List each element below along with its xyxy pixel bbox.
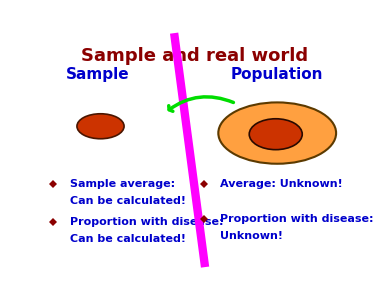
- Text: Unknown!: Unknown!: [220, 232, 283, 241]
- Text: Proportion with disease:: Proportion with disease:: [70, 217, 223, 227]
- Text: Sample average:: Sample average:: [70, 179, 175, 189]
- Ellipse shape: [249, 119, 302, 150]
- Text: Sample and real world: Sample and real world: [81, 47, 308, 65]
- Text: Proportion with disease:: Proportion with disease:: [220, 214, 373, 224]
- Text: Average: Unknown!: Average: Unknown!: [220, 179, 342, 189]
- Ellipse shape: [218, 102, 336, 164]
- Text: Sample: Sample: [66, 66, 129, 81]
- Text: Can be calculated!: Can be calculated!: [70, 234, 185, 244]
- Text: Population: Population: [231, 66, 323, 81]
- Text: Can be calculated!: Can be calculated!: [70, 196, 185, 206]
- Ellipse shape: [77, 114, 124, 139]
